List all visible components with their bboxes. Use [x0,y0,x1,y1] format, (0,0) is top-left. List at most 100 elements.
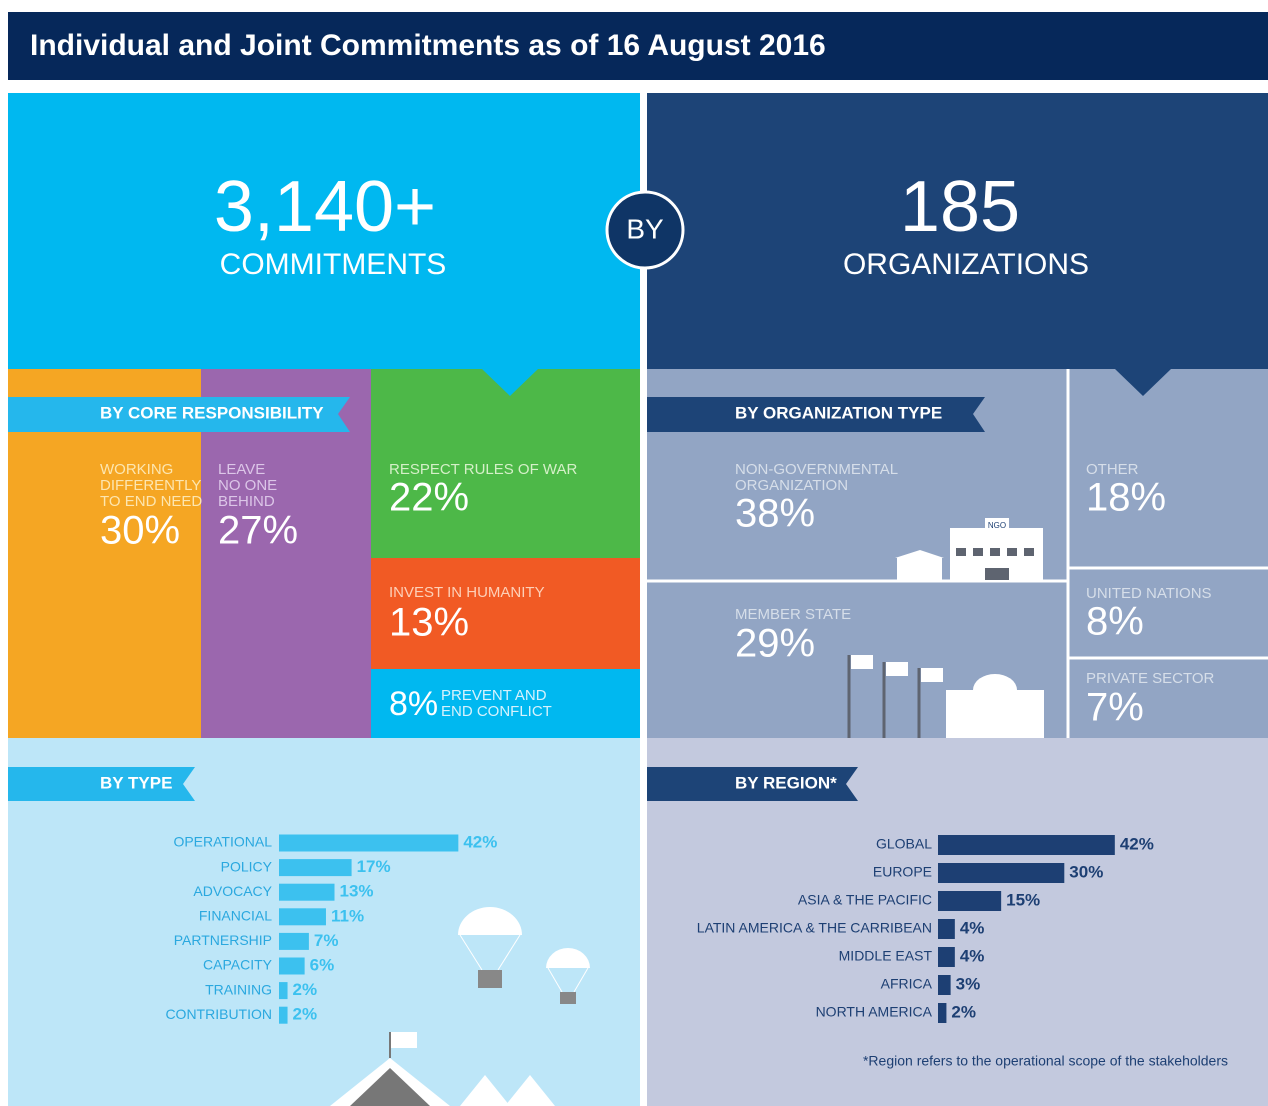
item-label: RESPECT RULES OF WAR [389,461,578,478]
ribbon-text: BY CORE RESPONSIBILITY [100,403,324,422]
value-label: 42% [1120,834,1154,853]
title: Individual and Joint Commitments as of 1… [30,29,826,62]
item-value: 27% [218,509,298,553]
value-label: 6% [310,955,335,974]
bar [279,957,305,975]
parachutes [330,907,590,1106]
item-value: 18% [1086,476,1166,520]
ngo-windows [956,548,1034,580]
block [371,669,640,738]
item-label: OTHER [1086,461,1139,478]
item-label: INVEST IN HUMANITY [389,584,545,601]
item-label: ORGANIZATION [735,477,848,494]
ribbon-text: BY ORGANIZATION TYPE [735,403,942,422]
value-label: 3% [956,974,981,993]
item-label: LEAVE [218,461,265,478]
bar [938,975,951,995]
item-label: UNITED NATIONS [1086,585,1212,602]
bar [938,835,1115,855]
ribbon [8,767,195,801]
bar [938,891,1002,911]
commitments-label: COMMITMENTS [220,248,447,281]
item-label: MEMBER STATE [735,606,851,623]
state-icon [847,655,1044,738]
organizations-label: ORGANIZATIONS [843,248,1089,281]
category-label: AFRICA [881,976,933,992]
hero-left [8,93,640,369]
ribbon [647,397,985,432]
category-label: ADVOCACY [193,883,272,899]
value-label: 11% [331,906,364,925]
category-label: OPERATIONAL [173,834,272,850]
category-label: CAPACITY [203,957,273,973]
category-label: MIDDLE EAST [839,948,933,964]
ribbon [8,397,350,432]
item-value: 22% [389,476,469,520]
bar [279,859,352,877]
item-label: PRIVATE SECTOR [1086,670,1215,687]
category-label: TRAINING [205,981,272,997]
category-label: CONTRIBUTION [165,1006,272,1022]
value-label: 2% [293,1005,318,1024]
bar [279,883,335,901]
item-value: 7% [1086,686,1144,730]
category-label: GLOBAL [876,836,932,852]
bar [279,1006,288,1024]
ribbon-text: BY REGION* [735,773,837,792]
item-value: 38% [735,492,815,536]
value-label: 17% [357,857,391,876]
item-label: BEHIND [218,493,275,510]
ribbon-text: BY TYPE [100,773,172,792]
commitments-value: 3,140+ [214,167,436,247]
value-label: 2% [293,980,318,999]
category-label: POLICY [221,858,273,874]
notch [482,369,538,396]
item-label: WORKING [100,461,173,478]
footnote: *Region refers to the operational scope … [863,1053,1228,1069]
ngo-sign: NGO [988,521,1006,530]
value-label: 4% [960,946,985,965]
item-value: 29% [735,622,815,666]
item-label: NON-GOVERNMENTAL [735,461,898,478]
value-label: 15% [1006,890,1040,909]
organizations-value: 185 [900,167,1020,247]
category-label: PARTNERSHIP [174,932,272,948]
notch [1115,369,1171,396]
bar [938,1003,947,1023]
bar [279,908,326,926]
bar [938,919,955,939]
item-label: TO END NEED [100,493,202,510]
bar [279,982,288,1000]
value-label: 4% [960,918,985,937]
category-label: NORTH AMERICA [816,1004,933,1020]
value-label: 13% [340,882,374,901]
block [371,558,640,669]
item-label: NO ONE [218,477,277,494]
value-label: 42% [463,832,497,851]
item-label: END CONFLICT [441,703,552,720]
item-value: 8% [1086,600,1144,644]
category-label: LATIN AMERICA & THE CARRIBEAN [697,920,932,936]
value-label: 30% [1069,862,1103,881]
category-label: ASIA & THE PACIFIC [798,892,932,908]
bar [279,932,309,950]
category-label: EUROPE [873,864,932,880]
value-label: 7% [314,931,339,950]
header-bar [8,12,1268,80]
block [371,369,640,558]
item-value: 30% [100,509,180,553]
category-label: FINANCIAL [199,908,272,924]
bar [938,863,1065,883]
item-label: PREVENT AND [441,687,547,704]
hero-right [647,93,1268,369]
bar [938,947,955,967]
item-value: 8% [389,685,438,723]
item-value: 13% [389,601,469,645]
bar [279,834,459,852]
ribbon [647,767,858,801]
value-label: 2% [951,1002,976,1021]
by-text: BY [626,213,664,244]
item-label: DIFFERENTLY [100,477,201,494]
by-circle [605,190,685,270]
